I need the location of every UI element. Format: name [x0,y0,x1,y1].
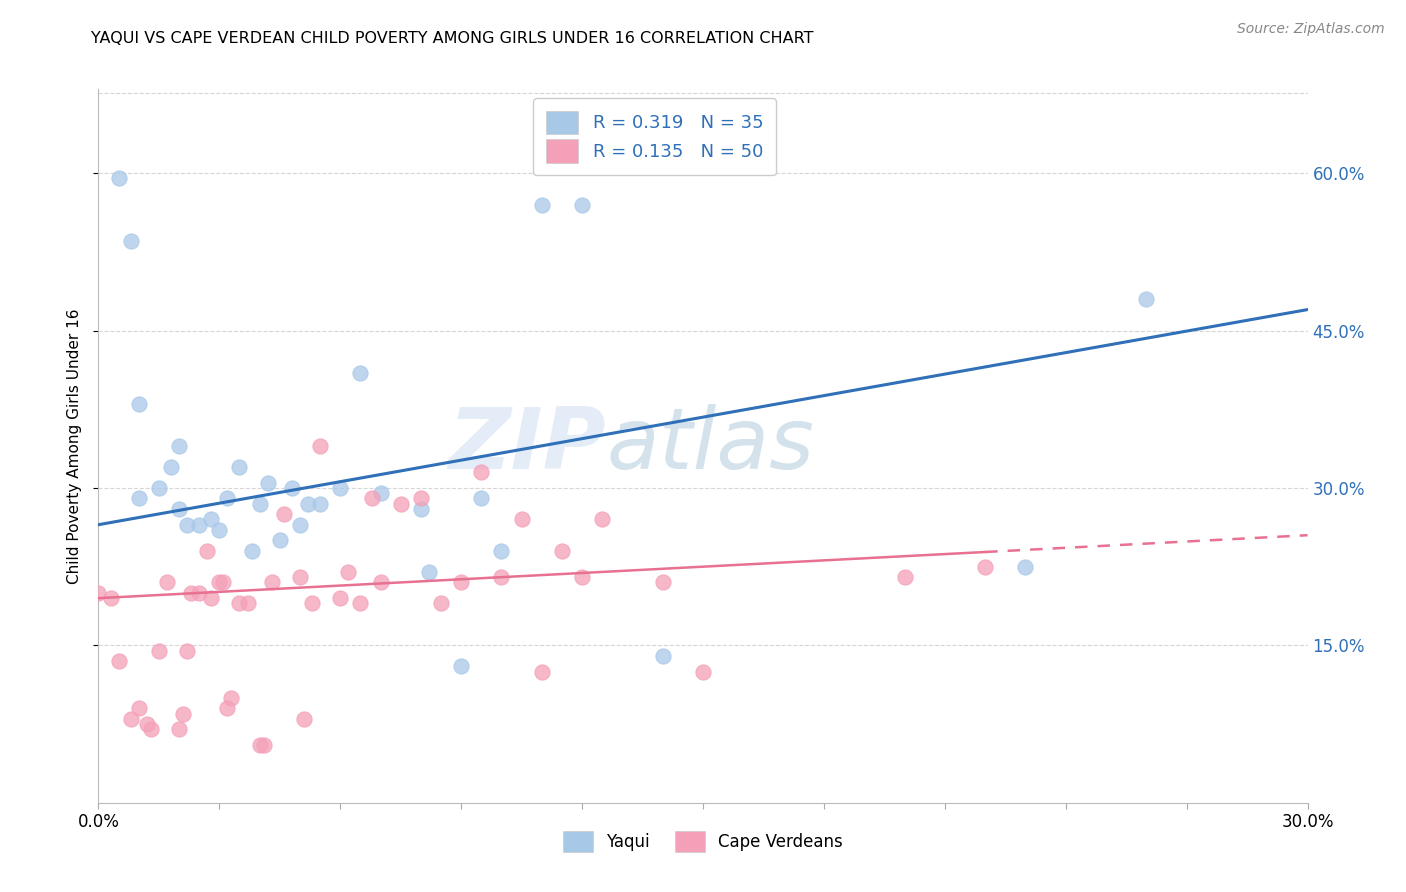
Point [288,570,311,584]
Point [156,575,179,590]
Point [281,481,304,495]
Point [172,706,194,721]
Legend: Yaqui, Cape Verdeans: Yaqui, Cape Verdeans [557,824,849,859]
Point [470,491,492,506]
Point [200,591,222,606]
Point [551,544,574,558]
Text: ZIP: ZIP [449,404,606,488]
Point [188,517,211,532]
Point [651,648,673,663]
Point [1014,559,1036,574]
Point [530,665,553,679]
Point [349,366,371,380]
Point [139,723,162,737]
Point [329,481,352,495]
Point [188,586,211,600]
Point [217,491,239,506]
Point [120,235,142,249]
Point [148,481,170,495]
Point [571,570,593,584]
Point [591,512,613,526]
Point [530,197,553,211]
Point [167,723,190,737]
Point [288,517,311,532]
Point [217,701,239,715]
Text: Source: ZipAtlas.com: Source: ZipAtlas.com [1237,22,1385,37]
Point [212,575,235,590]
Point [256,475,278,490]
Point [107,171,129,186]
Y-axis label: Child Poverty Among Girls Under 16: Child Poverty Among Girls Under 16 [67,309,83,583]
Point [240,544,263,558]
Point [260,575,283,590]
Point [389,497,412,511]
Point [337,565,360,579]
Point [160,460,183,475]
Point [292,712,315,726]
Point [692,665,714,679]
Point [430,596,453,610]
Point [228,596,250,610]
Point [120,712,142,726]
Point [329,591,352,606]
Point [349,596,371,610]
Point [409,491,432,506]
Point [167,439,190,453]
Point [208,575,231,590]
Point [418,565,440,579]
Point [195,544,218,558]
Point [269,533,291,548]
Point [176,517,198,532]
Point [510,512,533,526]
Point [200,512,222,526]
Point [370,486,392,500]
Point [309,497,332,511]
Point [180,586,202,600]
Text: atlas: atlas [606,404,814,488]
Point [491,544,513,558]
Point [128,491,150,506]
Point [128,701,150,715]
Point [273,507,295,521]
Point [297,497,319,511]
Point [249,497,271,511]
Point [301,596,323,610]
Point [253,738,276,752]
Point [361,491,384,506]
Point [249,738,271,752]
Point [228,460,250,475]
Point [167,502,190,516]
Point [450,575,472,590]
Point [176,643,198,657]
Point [651,575,673,590]
Text: YAQUI VS CAPE VERDEAN CHILD POVERTY AMONG GIRLS UNDER 16 CORRELATION CHART: YAQUI VS CAPE VERDEAN CHILD POVERTY AMON… [91,31,814,46]
Point [236,596,259,610]
Point [571,197,593,211]
Point [409,502,432,516]
Point [100,591,122,606]
Point [974,559,997,574]
Point [87,586,110,600]
Point [107,654,129,668]
Point [1135,292,1157,306]
Point [135,717,157,731]
Point [370,575,392,590]
Point [128,397,150,411]
Point [450,659,472,673]
Point [470,465,492,479]
Point [221,690,243,705]
Point [208,523,231,537]
Point [491,570,513,584]
Point [893,570,915,584]
Point [148,643,170,657]
Point [309,439,332,453]
